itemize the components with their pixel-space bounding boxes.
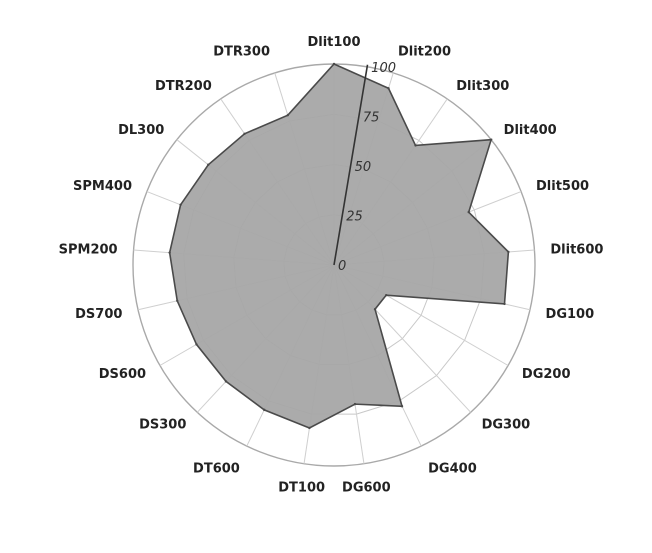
category-label: DS600 <box>99 367 146 382</box>
category-label: DG400 <box>428 462 477 477</box>
category-label: SPM200 <box>59 242 118 257</box>
data-point <box>224 380 228 383</box>
tick-label: 0 <box>338 259 346 274</box>
data-point <box>263 408 266 412</box>
data-point <box>507 250 510 254</box>
data-point <box>195 343 198 346</box>
tick-label: 100 <box>371 61 396 76</box>
category-label: DG600 <box>342 481 391 496</box>
radial-axis: 0 25 50 75 100 <box>333 61 396 274</box>
category-label: DTR200 <box>155 79 212 94</box>
category-label: DG200 <box>522 367 571 382</box>
category-label: Dlit300 <box>456 79 509 94</box>
category-label: Dlit200 <box>398 45 451 60</box>
data-point <box>286 113 289 117</box>
category-label: Dlit500 <box>536 179 589 194</box>
category-label: Dlit600 <box>550 242 603 257</box>
category-label: DS700 <box>75 307 122 322</box>
series-area <box>168 63 510 429</box>
category-label: DL300 <box>118 123 164 138</box>
category-label: DTR300 <box>213 45 270 60</box>
category-label: Dlit400 <box>504 123 557 138</box>
data-point <box>385 293 388 297</box>
data-point <box>414 144 417 147</box>
category-label: DT100 <box>278 481 325 496</box>
data-point <box>243 132 246 136</box>
category-label: DT600 <box>193 462 240 477</box>
category-label: DG300 <box>482 418 531 433</box>
data-point <box>353 402 357 406</box>
category-label: SPM400 <box>73 179 132 194</box>
data-point <box>308 426 311 430</box>
data-point <box>168 251 171 254</box>
data-point <box>489 138 493 141</box>
data-point <box>176 299 179 302</box>
category-label: DS300 <box>139 418 186 433</box>
data-point <box>467 210 470 214</box>
data-point <box>207 163 210 166</box>
tick-label: 25 <box>346 209 363 224</box>
data-point <box>373 308 377 311</box>
category-label: DG100 <box>546 307 595 322</box>
tick-label: 75 <box>363 110 380 125</box>
data-point <box>503 302 506 306</box>
tick-label: 50 <box>355 160 372 175</box>
radial-axis-line <box>333 64 369 266</box>
data-point <box>400 405 404 408</box>
radar-series <box>168 62 510 430</box>
data-point <box>387 87 390 90</box>
data-point <box>179 203 182 206</box>
category-label: Dlit100 <box>307 35 360 50</box>
category-labels: Dlit100 Dlit200 Dlit300 Dlit400 Dlit500 Dlit6… <box>59 35 604 496</box>
data-point <box>332 62 336 66</box>
